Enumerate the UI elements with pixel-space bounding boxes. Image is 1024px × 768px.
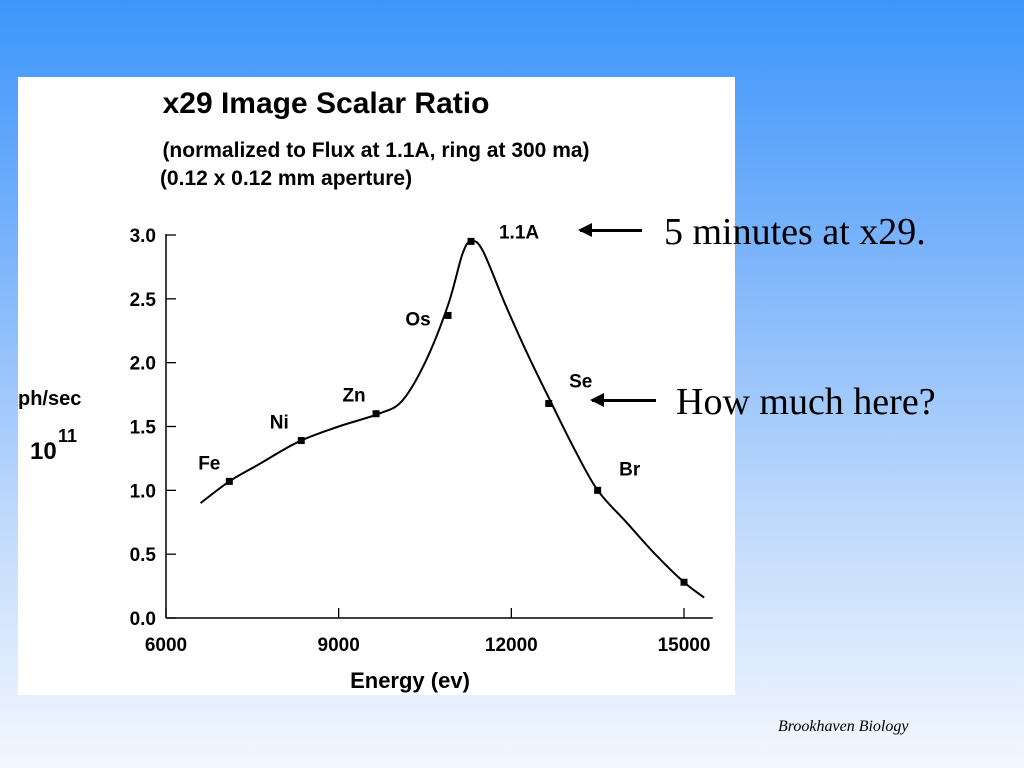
y-tick-label: 3.0 bbox=[130, 226, 156, 247]
annotation-note-1: 5 minutes at x29. bbox=[664, 211, 926, 253]
x-axis-label: Energy (ev) bbox=[350, 668, 470, 693]
chart-subtitle-2: (0.12 x 0.12 mm aperture) bbox=[160, 167, 412, 190]
data-point bbox=[372, 410, 380, 418]
point-label: Ni bbox=[270, 413, 289, 434]
chart-panel: x29 Image Scalar Ratio (normalized to Fl… bbox=[18, 77, 735, 695]
y-tick-label: 2.5 bbox=[130, 290, 157, 311]
point-label: Os bbox=[405, 309, 430, 330]
x-tick-label: 6000 bbox=[145, 635, 187, 656]
y-tick-label: 1.0 bbox=[130, 481, 156, 502]
data-point bbox=[594, 486, 602, 494]
data-point bbox=[680, 578, 688, 586]
y-axis-label-units: ph/sec bbox=[18, 388, 81, 410]
point-label: Fe bbox=[198, 453, 220, 474]
point-label: Se bbox=[569, 372, 592, 393]
left-arrow-icon bbox=[590, 393, 656, 407]
point-label: Br bbox=[619, 459, 641, 480]
left-arrow-icon bbox=[578, 223, 642, 237]
y-tick-label: 1.5 bbox=[130, 418, 157, 439]
y-tick-label: 0.0 bbox=[130, 609, 156, 630]
chart-svg: x29 Image Scalar Ratio (normalized to Fl… bbox=[18, 87, 713, 693]
point-label: Zn bbox=[342, 386, 365, 407]
plot-area: 0.0 0.5 1.0 1.5 2.0 2.5 3.0 6000 9000 12000 15000 F… bbox=[130, 222, 713, 656]
footer-credit: Brookhaven Biology bbox=[778, 718, 909, 735]
chart-subtitle-1: (normalized to Flux at 1.1A, ring at 300… bbox=[162, 139, 589, 162]
x-tick-label: 9000 bbox=[318, 635, 360, 656]
point-label: 1.1A bbox=[499, 222, 539, 243]
y-axis-label-exponent: 11 bbox=[58, 426, 77, 446]
data-point bbox=[297, 437, 305, 445]
x-tick-label: 12000 bbox=[485, 635, 538, 656]
data-point bbox=[225, 477, 233, 485]
data-point bbox=[444, 311, 452, 319]
x-tick-label: 15000 bbox=[658, 635, 711, 656]
data-point bbox=[467, 237, 475, 245]
y-tick-label: 0.5 bbox=[130, 545, 157, 566]
annotation-note-2: How much here? bbox=[676, 381, 936, 423]
data-point bbox=[545, 400, 553, 408]
y-tick-label: 2.0 bbox=[130, 354, 156, 375]
y-axis-label-base: 10 bbox=[30, 438, 57, 465]
chart-title: x29 Image Scalar Ratio bbox=[163, 87, 490, 120]
